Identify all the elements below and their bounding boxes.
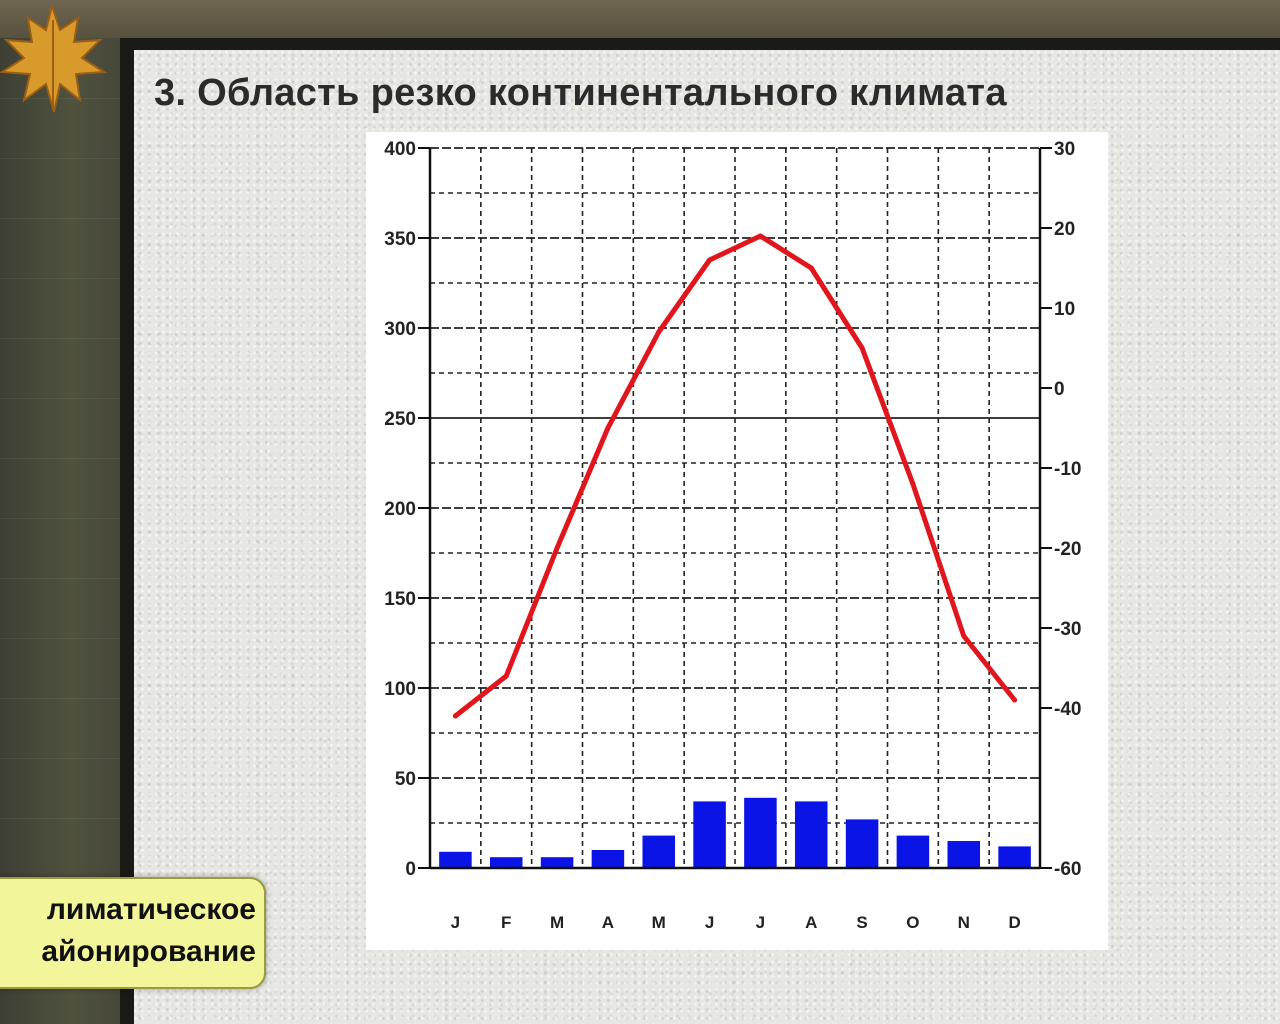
left-tick-label: 200: [384, 499, 416, 520]
temperature-point: [503, 673, 509, 679]
left-tick-label: 400: [384, 139, 416, 160]
temperature-point: [910, 481, 916, 487]
temperature-point: [452, 713, 458, 719]
precipitation-bar: [439, 851, 472, 868]
precipitation-bar: [744, 797, 777, 868]
month-label: J: [451, 913, 460, 932]
temperature-point: [859, 345, 865, 351]
left-tick-label: 100: [384, 679, 416, 700]
climate-zoning-badge[interactable]: лиматическое айонирование: [0, 877, 266, 989]
chart-background: [366, 132, 1108, 950]
temperature-point: [1012, 697, 1018, 703]
right-tick-label: -30: [1054, 619, 1081, 640]
precipitation-bar: [591, 850, 625, 868]
left-tick-label: 0: [405, 859, 416, 880]
top-border: [0, 0, 1280, 38]
left-tick-label: 50: [395, 769, 416, 790]
temperature-point: [707, 257, 713, 263]
month-label: S: [856, 913, 867, 932]
temperature-point: [605, 425, 611, 431]
month-label: D: [1008, 913, 1020, 932]
badge-line-1: лиматическое: [46, 893, 256, 926]
left-tick-label: 300: [384, 319, 416, 340]
chart-grid: [430, 147, 1040, 868]
right-tick-label: 0: [1054, 379, 1065, 400]
temperature-point: [554, 545, 560, 551]
precipitation-bar: [896, 835, 930, 868]
temperature-point: [757, 233, 763, 239]
month-label: A: [602, 913, 614, 932]
month-label: A: [805, 913, 817, 932]
month-label: J: [705, 913, 714, 932]
right-tick-label: -40: [1054, 699, 1081, 720]
precipitation-bar: [998, 846, 1031, 868]
right-tick-label: 30: [1054, 139, 1075, 160]
temperature-point: [808, 265, 814, 271]
precipitation-bar: [693, 801, 726, 868]
temperature-line-path: [452, 233, 1018, 719]
right-tick-label: -60: [1054, 859, 1081, 880]
precipitation-bar: [794, 801, 828, 868]
precipitation-bar: [947, 841, 981, 868]
left-panel: [0, 38, 120, 1024]
right-tick-label: 10: [1054, 299, 1075, 320]
temperature-point: [656, 329, 662, 335]
temperature-point: [961, 633, 967, 639]
month-label: O: [906, 913, 919, 932]
temperature-line: [452, 233, 1018, 719]
precipitation-bar: [540, 857, 574, 868]
month-label: J: [756, 913, 765, 932]
precipitation-bar: [845, 819, 879, 868]
precipitation-bars: [439, 797, 1031, 868]
page-title: 3. Область резко континентального климат…: [154, 72, 1007, 114]
month-label: F: [501, 913, 511, 932]
right-tick-label: -10: [1054, 459, 1081, 480]
month-label: M: [652, 913, 666, 932]
left-tick-label: 250: [384, 409, 416, 430]
right-tick-label: -20: [1054, 539, 1081, 560]
precipitation-bar: [642, 835, 676, 868]
badge-line-2: айонирование: [41, 935, 256, 968]
precipitation-bar: [489, 857, 523, 868]
left-axis-ticks: 0 50 100 150 200 250 300 350 400: [384, 139, 430, 880]
left-tick-label: 150: [384, 589, 416, 610]
left-tick-label: 350: [384, 229, 416, 250]
month-label: M: [550, 913, 564, 932]
maple-leaf-icon: [0, 2, 108, 113]
right-axis-ticks: -60 -40 -30 -20 -10 0 10 20 30: [1040, 139, 1081, 880]
month-label: N: [958, 913, 970, 932]
right-tick-label: 20: [1054, 219, 1075, 240]
